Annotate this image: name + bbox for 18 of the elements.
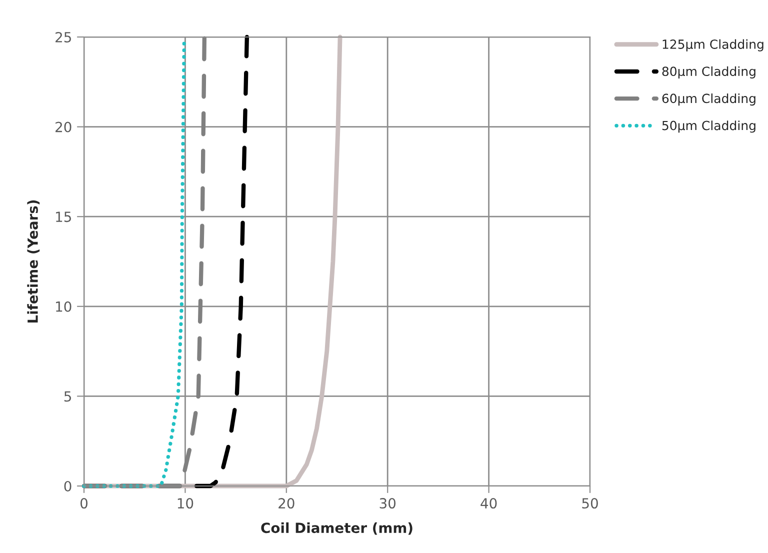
legend-label: 50µm Cladding	[662, 120, 756, 133]
y-tick-label: 15	[56, 212, 71, 222]
y-tick-label: 25	[56, 32, 71, 42]
y-tick-label: 5	[64, 391, 71, 402]
y-axis-title: Lifetime (Years)	[27, 200, 40, 323]
y-tick-label: 10	[56, 301, 72, 312]
x-tick-label: 0	[80, 498, 88, 509]
x-tick-label: 30	[380, 498, 396, 509]
legend-label: 80µm Cladding	[662, 66, 756, 78]
x-axis-title: Coil Diameter (mm)	[261, 522, 412, 535]
x-tick-label: 10	[178, 498, 194, 509]
legend-label: 60µm Cladding	[662, 93, 756, 106]
x-tick-label: 50	[582, 498, 598, 509]
y-tick-label: 0	[64, 480, 72, 492]
y-tick-label: 20	[56, 122, 72, 132]
x-tick-label: 20	[278, 498, 294, 509]
legend-label: 125µm Cladding	[662, 39, 764, 52]
x-tick-label: 40	[480, 498, 497, 509]
